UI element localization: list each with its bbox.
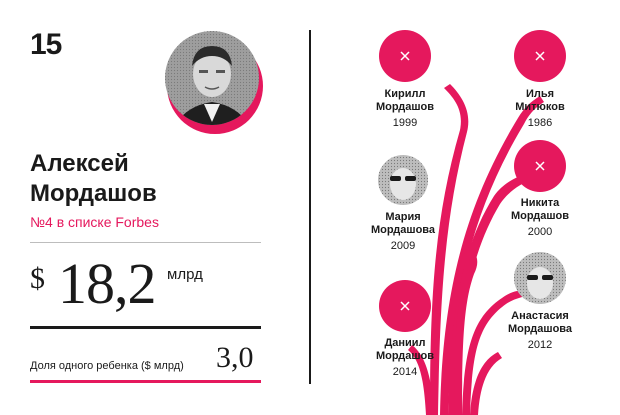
child-4-first-name: Никита (520, 197, 560, 209)
child-4-last-name: Мордашов (510, 210, 570, 222)
parent-portrait (165, 31, 263, 134)
child-4-year: 2000 (527, 226, 553, 238)
placeholder-x-icon (535, 51, 545, 61)
fortune-amount: 18,2 (58, 251, 156, 316)
child-5-last-name: Мордашова (507, 323, 573, 335)
child-3-first-name: Мария (385, 211, 421, 223)
fortune-unit: млрд (167, 266, 203, 283)
child-1-first-name: Кирилл (384, 88, 426, 100)
vertical-divider (309, 30, 311, 384)
child-6-last-name: Мордашов (375, 350, 435, 362)
child-photo-5 (514, 252, 566, 304)
child-2-year: 1986 (527, 117, 553, 129)
person-last-name: Мордашов (30, 180, 157, 207)
child-5-first-name: Анастасия (511, 310, 569, 322)
child-2-last-name: Митюков (515, 101, 565, 113)
child-share-value: 3,0 (216, 341, 254, 374)
child-1-last-name: Мордашов (375, 101, 435, 113)
placeholder-x-icon (400, 301, 410, 311)
child-2-first-name: Илья (525, 88, 555, 100)
child-5-year: 2012 (527, 339, 553, 351)
placeholder-x-icon (400, 51, 410, 61)
child-1-year: 1999 (392, 117, 418, 129)
divider-black (30, 326, 261, 329)
child-photo-6 (379, 280, 431, 332)
child-photo-4 (514, 140, 566, 192)
currency-symbol: $ (30, 262, 45, 295)
placeholder-x-icon (535, 161, 545, 171)
child-6-first-name: Даниил (384, 337, 426, 349)
forbes-rank-label: №4 в списке Forbes (30, 214, 159, 230)
child-photo-1 (379, 30, 431, 82)
child-3-last-name: Мордашова (370, 224, 436, 236)
child-photo-3 (378, 155, 428, 205)
child-6-year: 2014 (392, 366, 418, 378)
tree-branches (408, 84, 544, 415)
family-tree (378, 30, 566, 415)
rank-number: 15 (30, 28, 62, 61)
divider-accent (30, 380, 261, 383)
child-3-year: 2009 (390, 240, 416, 252)
person-first-name: Алексей (30, 150, 129, 177)
divider-thin (30, 242, 261, 243)
child-photo-2 (514, 30, 566, 82)
child-share-label: Доля одного ребенка ($ млрд) (30, 360, 184, 372)
